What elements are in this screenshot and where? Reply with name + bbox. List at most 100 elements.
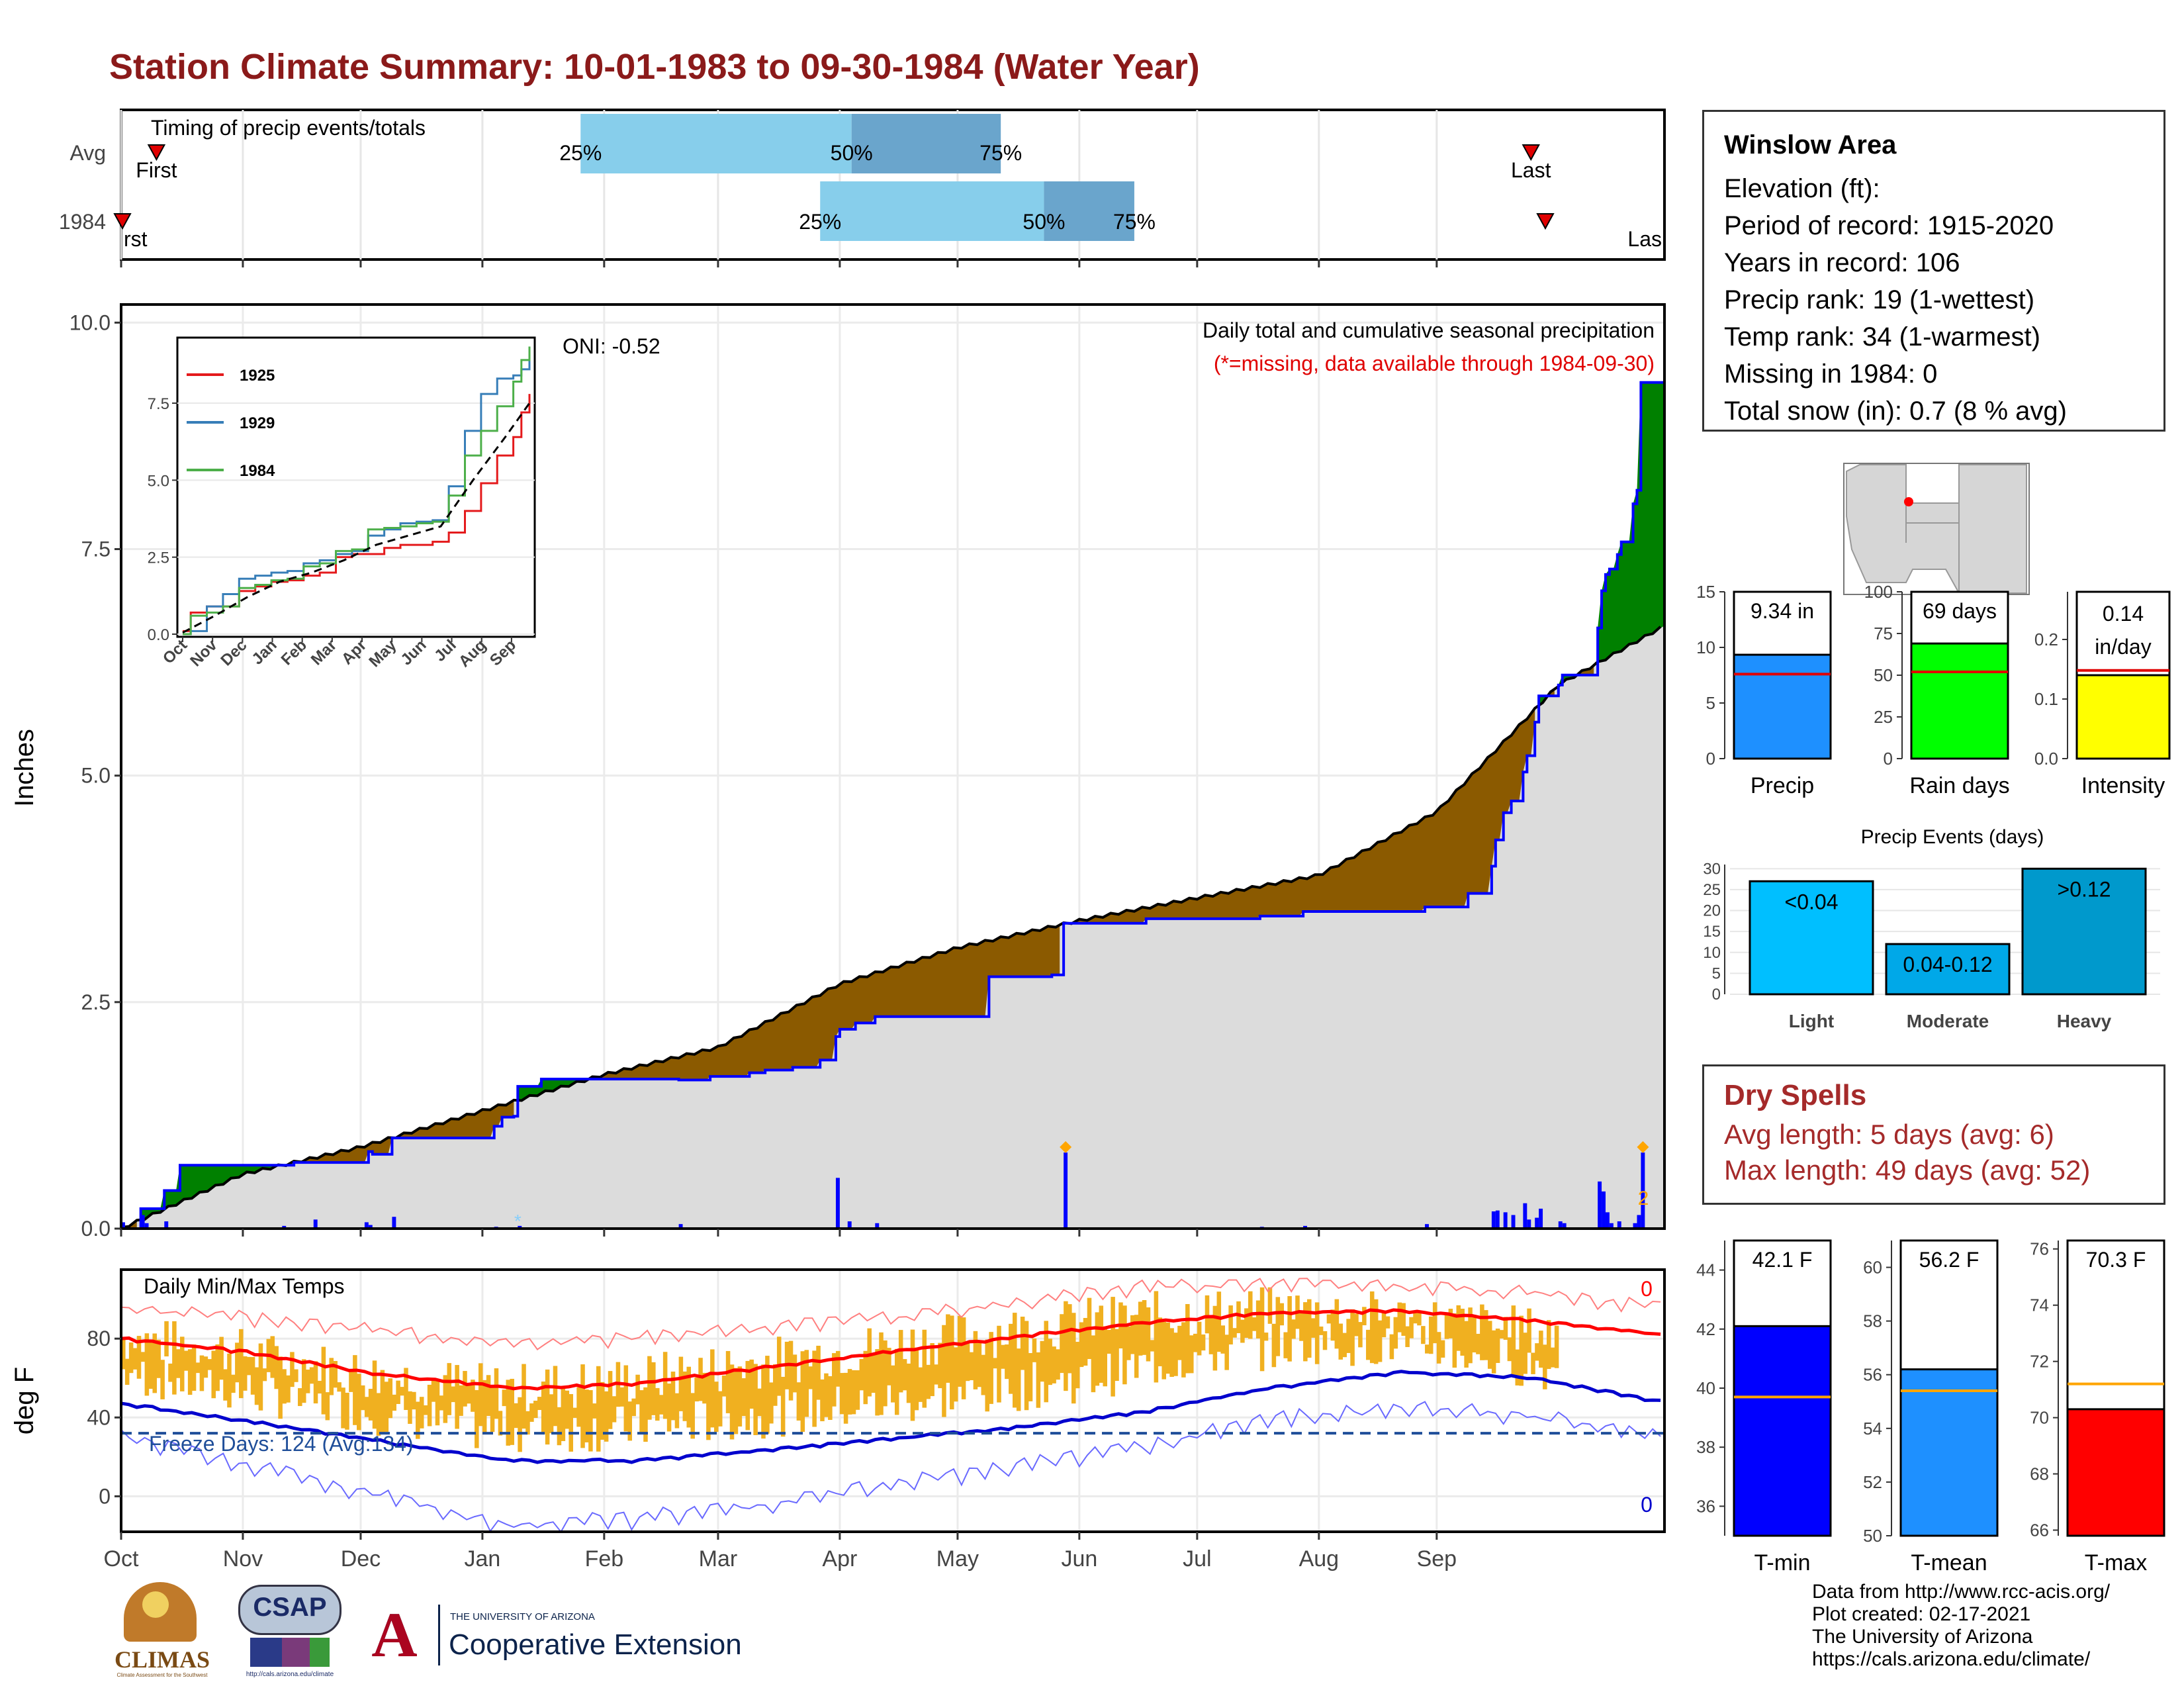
daily-temp-bar bbox=[1460, 1309, 1465, 1356]
precip-header: Daily total and cumulative seasonal prec… bbox=[1203, 318, 1655, 342]
daily-temp-bar bbox=[1036, 1352, 1041, 1408]
daily-temp-bar bbox=[674, 1393, 680, 1429]
daily-temp-bar bbox=[1354, 1313, 1359, 1336]
daily-precip-bar bbox=[835, 1178, 840, 1229]
daily-temp-bar bbox=[1428, 1316, 1433, 1354]
daily-temp-bar bbox=[1377, 1320, 1383, 1362]
avg-last-marker bbox=[1522, 144, 1540, 162]
below-normal-area bbox=[592, 925, 1060, 1080]
events-bar-heavy bbox=[2021, 867, 2147, 996]
daily-temp-bar bbox=[1079, 1322, 1084, 1368]
daily-temp-bar bbox=[1373, 1299, 1379, 1364]
daily-temp-bar bbox=[494, 1368, 499, 1419]
daily-temp-bar bbox=[1177, 1325, 1182, 1360]
credits-data-source: Data from http://www.rcc-acis.org/ bbox=[1812, 1581, 2111, 1603]
month-label-sep: Sep bbox=[1417, 1546, 1457, 1571]
daily-temp-bar bbox=[686, 1366, 692, 1428]
tmean-ytick-label: 50 bbox=[1863, 1526, 1882, 1546]
daily-temp-bar bbox=[439, 1395, 444, 1411]
daily-temp-bar bbox=[957, 1315, 962, 1387]
inset-average-line bbox=[182, 402, 531, 634]
daily-temp-bar bbox=[313, 1361, 318, 1404]
raindays-ytick-label: 25 bbox=[1874, 707, 1893, 727]
tmean-ytick-label: 52 bbox=[1863, 1472, 1882, 1492]
tmax-ytick-label: 72 bbox=[2030, 1352, 2049, 1372]
intensity-value-label: 0.14 bbox=[2103, 602, 2144, 626]
daily-temp-bar bbox=[879, 1332, 884, 1415]
freeze-days-label: Freeze Days: 124 (Avg:134) bbox=[149, 1432, 414, 1456]
dry-spells-box: Dry Spells Avg length: 5 days (avg: 6) M… bbox=[1702, 1064, 2165, 1205]
month-label-nov: Nov bbox=[223, 1546, 263, 1571]
temp-ytick-label: 40 bbox=[87, 1405, 111, 1429]
inset-ytick-label: 7.5 bbox=[148, 395, 169, 413]
daily-temp-bar bbox=[608, 1371, 613, 1429]
daily-temp-bar bbox=[486, 1375, 491, 1416]
daily-temp-bar bbox=[930, 1343, 934, 1397]
daily-temp-bar bbox=[136, 1336, 142, 1379]
daily-temp-bar bbox=[780, 1376, 786, 1437]
raindays-value-label: 69 days bbox=[1923, 599, 1997, 623]
daily-temp-bar bbox=[859, 1358, 864, 1391]
daily-temp-bar bbox=[561, 1386, 566, 1441]
daily-temp-bar bbox=[1009, 1323, 1013, 1394]
daily-temp-bar bbox=[502, 1389, 507, 1407]
daily-temp-bar bbox=[973, 1331, 978, 1389]
daily-precip-bar bbox=[1303, 1225, 1308, 1229]
daily-temp-bar bbox=[541, 1382, 546, 1434]
daily-temp-bar bbox=[588, 1390, 593, 1452]
daily-temp-bar bbox=[333, 1360, 338, 1388]
events-ytick-label: 5 bbox=[1712, 964, 1721, 982]
daily-temp-bar bbox=[360, 1385, 365, 1411]
daily-temp-bar bbox=[989, 1332, 993, 1404]
daily-temp-bar bbox=[832, 1353, 837, 1407]
daily-temp-bar bbox=[1307, 1299, 1312, 1358]
daily-temp-bar bbox=[1154, 1291, 1159, 1383]
normal-precip-area bbox=[121, 626, 1664, 1229]
csap-url: http://cals.arizona.edu/climate bbox=[246, 1671, 334, 1678]
daily-temp-bar bbox=[863, 1350, 868, 1405]
daily-temp-bar bbox=[808, 1366, 813, 1389]
daily-temp-bar bbox=[623, 1365, 629, 1432]
daily-temp-bar bbox=[254, 1367, 259, 1405]
daily-precip-bar bbox=[1602, 1191, 1606, 1229]
daily-temp-bar bbox=[1322, 1331, 1328, 1350]
daily-temp-bar bbox=[1314, 1302, 1320, 1364]
daily-temp-bar bbox=[698, 1358, 703, 1401]
intensity-value-unit: in/day bbox=[2095, 635, 2151, 659]
month-label-dec: Dec bbox=[341, 1546, 381, 1571]
avg-min-line bbox=[120, 1370, 1661, 1464]
daily-temp-bar bbox=[1095, 1312, 1100, 1386]
daily-temp-bar bbox=[847, 1369, 852, 1415]
events-title: Precip Events (days) bbox=[1861, 826, 2044, 848]
daily-temp-bar bbox=[1158, 1317, 1163, 1366]
precip-ytick-label: 10.0 bbox=[69, 310, 111, 334]
credits-plot-created: Plot created: 02-17-2021 bbox=[1812, 1603, 2031, 1625]
daily-temp-bar bbox=[1326, 1314, 1332, 1324]
station-years: Years in record: 106 bbox=[1724, 248, 1960, 277]
daily-temp-bar bbox=[443, 1375, 448, 1423]
daily-temp-bar bbox=[576, 1387, 581, 1427]
raindays-ytick-label: 100 bbox=[1864, 582, 1893, 602]
precip-header-missing: (*=missing, data available through 1984-… bbox=[1214, 352, 1655, 375]
daily-temp-bar bbox=[1205, 1295, 1210, 1334]
y84-p75-label: 75% bbox=[1113, 210, 1156, 234]
daily-temp-bar bbox=[682, 1371, 688, 1421]
daily-temp-bar bbox=[666, 1383, 672, 1432]
precip-ytick-label: 5.0 bbox=[81, 764, 111, 788]
daily-temp-bar bbox=[1201, 1334, 1206, 1351]
tmax-ytick-label: 66 bbox=[2030, 1521, 2049, 1540]
daily-temp-bar bbox=[235, 1342, 240, 1383]
daily-temp-bar bbox=[1146, 1307, 1151, 1362]
daily-temp-bar bbox=[419, 1397, 424, 1429]
dry-spells-title: Dry Spells bbox=[1724, 1079, 1867, 1111]
daily-temp-bar bbox=[1091, 1335, 1096, 1393]
daily-temp-bar bbox=[1197, 1321, 1202, 1356]
daily-temp-bar bbox=[1503, 1317, 1508, 1340]
daily-temp-bar bbox=[1310, 1318, 1316, 1338]
daily-temp-bar bbox=[246, 1356, 251, 1376]
cumulative-1984-line bbox=[121, 381, 1664, 1230]
daily-temp-bar bbox=[518, 1397, 522, 1452]
daily-temp-bar bbox=[203, 1356, 208, 1378]
daily-temp-bar bbox=[1539, 1331, 1543, 1368]
daily-temp-bar bbox=[1240, 1319, 1245, 1343]
